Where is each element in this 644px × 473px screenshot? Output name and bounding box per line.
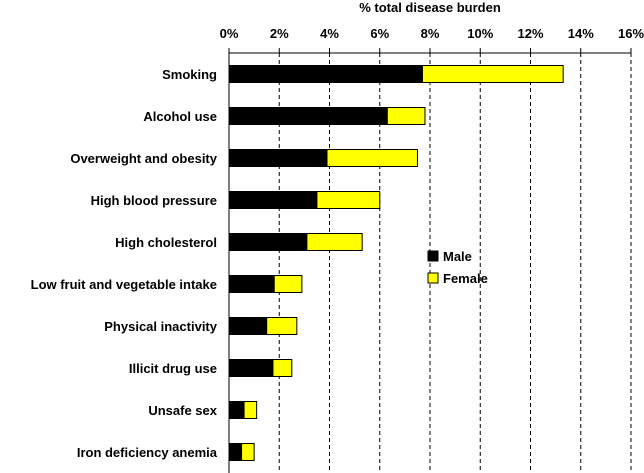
bar-male-4 [228, 233, 308, 251]
category-label: Iron deficiency anemia [77, 445, 218, 460]
bar-male-8 [228, 401, 245, 419]
x-tick-label: 4% [320, 26, 339, 41]
category-label: Low fruit and vegetable intake [31, 277, 217, 292]
x-tick-label: 14% [568, 26, 594, 41]
bar-male-0 [228, 65, 423, 83]
bar-female-7 [272, 359, 293, 377]
bar-female-6 [266, 317, 298, 335]
x-tick-label: 0% [220, 26, 239, 41]
bars [228, 65, 564, 461]
bar-female-0 [421, 65, 564, 83]
bar-female-2 [326, 149, 418, 167]
chart-title: % total disease burden [359, 0, 501, 15]
category-label: Smoking [162, 67, 217, 82]
bar-male-6 [228, 317, 268, 335]
bar-male-2 [228, 149, 328, 167]
bar-female-1 [386, 107, 426, 125]
bar-female-3 [316, 191, 381, 209]
legend-swatch-male [427, 250, 439, 262]
bar-female-5 [273, 275, 303, 293]
legend-label-male: Male [443, 249, 472, 264]
legend: Male Female [427, 249, 488, 286]
category-label: High blood pressure [91, 193, 217, 208]
x-tick-label: 6% [370, 26, 389, 41]
legend-swatch-female [427, 272, 439, 284]
x-tick-label: 8% [421, 26, 440, 41]
bar-female-4 [306, 233, 363, 251]
category-label: Unsafe sex [148, 403, 217, 418]
category-label: Alcohol use [143, 109, 217, 124]
x-axis: 0% 2% 4% 6% 8% 10% 12% 14% 16% [220, 26, 644, 473]
category-label: Illicit drug use [129, 361, 217, 376]
category-label: Overweight and obesity [70, 151, 217, 166]
bar-male-3 [228, 191, 318, 209]
x-tick-label: 2% [270, 26, 289, 41]
x-tick-label: 16% [618, 26, 644, 41]
bar-male-1 [228, 107, 388, 125]
bar-male-5 [228, 275, 275, 293]
category-label: Physical inactivity [104, 319, 217, 334]
category-label: High cholesterol [115, 235, 217, 250]
bar-female-9 [241, 443, 255, 461]
bar-male-9 [228, 443, 243, 461]
bar-female-8 [243, 401, 258, 419]
x-tick-label: 10% [467, 26, 493, 41]
bar-male-7 [228, 359, 274, 377]
x-tick-label: 12% [517, 26, 543, 41]
legend-label-female: Female [443, 271, 488, 286]
category-labels: Smoking Alcohol use Overweight and obesity… [31, 67, 218, 460]
